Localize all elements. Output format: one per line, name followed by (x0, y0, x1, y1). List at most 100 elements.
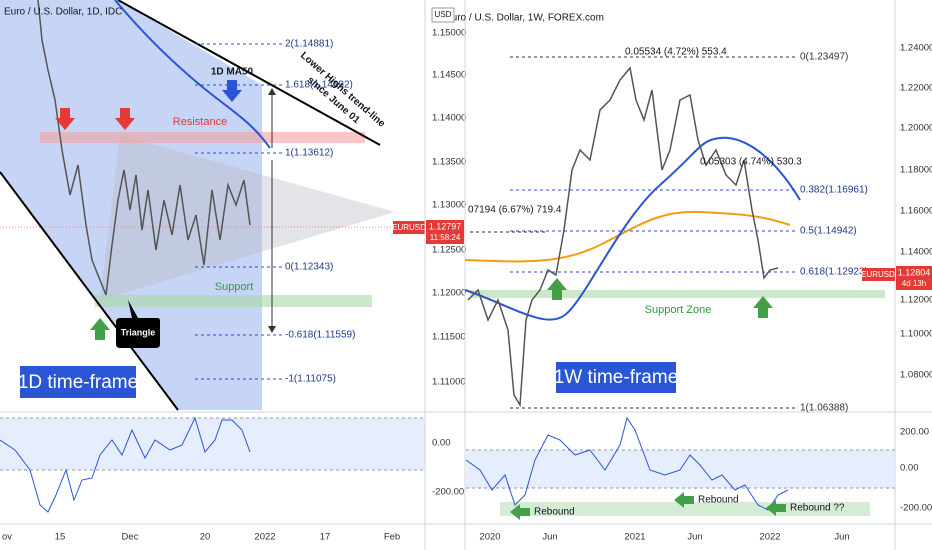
arrow-head (268, 326, 276, 333)
price-box (426, 220, 464, 244)
time-tick: Dec (122, 532, 139, 543)
fib-label: 0(1.23497) (800, 52, 848, 63)
price-box (896, 266, 932, 290)
fib-label: -0.618(1.11559) (285, 330, 355, 341)
time-tick: 2021 (624, 532, 645, 543)
timeframe-label: 1W time-frame (554, 367, 679, 388)
currency-box (431, 7, 455, 23)
countdown: 11:58:24 (430, 233, 461, 242)
price-path (467, 66, 779, 408)
right-chart: 0(1.23497) 0.382(1.16961) 0.5(1.14942) 0… (431, 0, 932, 550)
last-price: 1.12797 (429, 221, 462, 231)
symbol-label: EURUSD (861, 270, 895, 279)
price-tick: 1.11000 (432, 377, 466, 388)
resistance-label: Resistance (173, 116, 227, 128)
triangle-zone (100, 135, 395, 300)
price-tick: 1.14000 (432, 113, 466, 124)
fib-label: 1(1.13612) (285, 148, 333, 159)
price-tick: 1.13000 (432, 200, 466, 211)
price-tick: 1.18000 (900, 165, 932, 176)
time-tick: 17 (320, 532, 331, 543)
timeframe-box (556, 362, 676, 393)
price-tick: 1.14500 (432, 70, 466, 81)
measure-label: 07194 (6.67%) 719.4 (468, 205, 562, 216)
fib-label: 2(1.14881) (285, 39, 333, 50)
fib-label: 0(1.12343) (285, 262, 333, 273)
price-tick: 1.12000 (900, 295, 932, 306)
osc-tick: -200.00 (900, 503, 932, 514)
price-tick: 1.14000 (900, 247, 932, 258)
symbol-box (862, 268, 895, 281)
rebound-label: Rebound (698, 495, 739, 506)
trendline-top (117, 0, 381, 146)
time-tick: 15 (55, 532, 66, 543)
ma50 (114, 0, 271, 149)
chart-title: Euro / U.S. Dollar, 1D, IDC (4, 7, 122, 18)
last-price: 1.12804 (898, 267, 931, 277)
price-tick: 1.12000 (432, 288, 466, 299)
rebound-label: Rebound ?? (790, 503, 845, 514)
countdown: 4d 13h (902, 279, 926, 288)
support-zone (470, 290, 885, 298)
green-arrow (90, 318, 110, 340)
fib-label: 1.618(1.14392) (285, 80, 353, 91)
blue-arrow (222, 80, 242, 102)
ma-label: 1D MA50 (211, 67, 254, 78)
fib-label: 0.618(1.12923) (800, 267, 868, 278)
fib-label: 0.382(1.16961) (800, 185, 868, 196)
osc-tick: 0.00 (900, 463, 919, 474)
price-tick: 1.10000 (900, 329, 932, 340)
symbol-label: EURUSD (392, 223, 426, 232)
rebound-label: Rebound (534, 507, 575, 518)
symbol-box (393, 221, 425, 234)
price-path (37, 0, 251, 296)
price-tick: 1.12500 (432, 245, 466, 256)
osc-line (465, 416, 789, 511)
time-tick: 2022 (254, 532, 275, 543)
price-tick: 1.24000 (900, 43, 932, 54)
ma-blue (464, 136, 801, 321)
time-tick: Feb (384, 532, 400, 543)
trendline-bottom (0, 171, 179, 411)
currency-label: USD (435, 10, 452, 19)
red-arrow (55, 108, 75, 130)
osc-band (0, 418, 425, 470)
support-band (95, 295, 372, 307)
time-tick: Jun (834, 532, 849, 543)
triangle-label: Triangle (121, 327, 156, 337)
osc-line (0, 416, 251, 513)
fib-label: -1(1.11075) (285, 374, 336, 385)
osc-tick: 200.00 (900, 427, 929, 438)
fib-label: 1(1.06388) (800, 403, 848, 414)
time-tick: 2020 (479, 532, 500, 543)
price-tick: 1.15000 (432, 28, 466, 39)
green-arrow (547, 278, 567, 300)
fib-lines (195, 43, 283, 380)
timeframe-label: 1D time-frame (18, 372, 138, 393)
fib-label: 0.5(1.14942) (800, 226, 857, 237)
rebound-arrow (674, 492, 694, 508)
chart-title: Euro / U.S. Dollar, 1W, FOREX.com (445, 13, 604, 24)
price-tick: 1.11500 (432, 332, 466, 343)
triangle-callout (116, 300, 160, 348)
red-arrow (115, 108, 135, 130)
osc-tick: 0.00 (432, 438, 451, 449)
measure-label: 0.05303 (4.74%) 530.3 (700, 157, 802, 168)
price-tick: 1.08000 (900, 370, 932, 381)
resistance-band (40, 132, 365, 143)
price-tick: 1.22000 (900, 83, 932, 94)
price-tick: 1.13500 (432, 157, 466, 168)
green-arrow (753, 296, 773, 318)
support-label: Support (215, 281, 254, 293)
time-tick: 2022 (759, 532, 780, 543)
time-tick: Jun (542, 532, 557, 543)
price-tick: 1.16000 (900, 206, 932, 217)
rebound-arrow (766, 500, 786, 516)
ma-orange (464, 210, 791, 263)
support-label: Support Zone (645, 304, 712, 316)
measure-label: 0.05534 (4.72%) 553.4 (625, 47, 727, 58)
rebound-arrow (510, 504, 530, 520)
price-tick: 1.20000 (900, 123, 932, 134)
arrow-head (268, 88, 276, 95)
